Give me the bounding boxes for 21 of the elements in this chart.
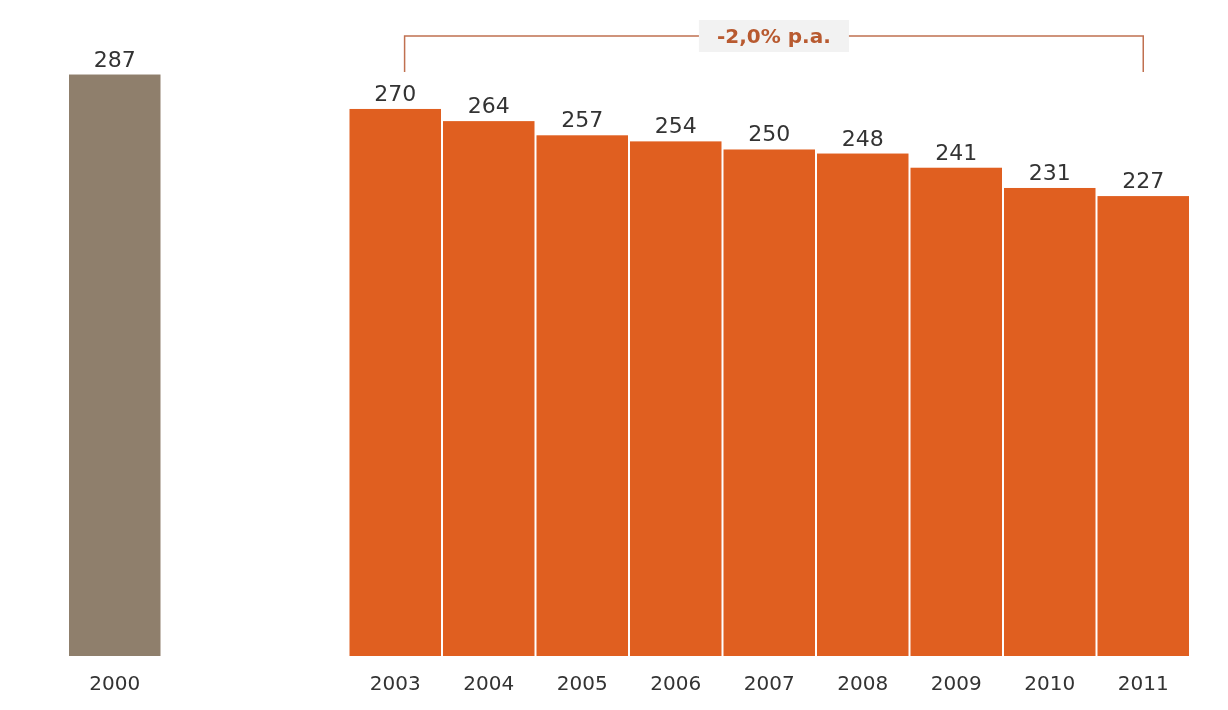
data-label: 241 (935, 139, 978, 165)
data-label: 231 (1028, 159, 1071, 185)
data-label: 287 (93, 46, 136, 72)
x-tick-label: 2006 (650, 671, 702, 695)
data-label: 227 (1122, 168, 1165, 194)
data-label: 270 (374, 80, 417, 106)
x-tick-label: 2005 (556, 671, 608, 695)
x-tick-label: 2007 (743, 671, 795, 695)
x-tick-label: 2003 (369, 671, 421, 695)
text: -2,0% p.a. (717, 24, 831, 48)
x-tick-label: 2004 (463, 671, 515, 695)
data-label: 264 (467, 93, 510, 119)
x-tick-label: 2009 (930, 671, 982, 695)
x-tick-label: 2010 (1024, 671, 1076, 695)
data-label: 257 (561, 107, 604, 133)
data-label: 254 (654, 113, 697, 139)
x-tick-label: 2000 (89, 671, 141, 695)
data-label: 250 (748, 121, 791, 147)
x-tick-label: 2011 (1117, 671, 1169, 695)
data-label: 248 (841, 125, 884, 151)
x-tick-label: 2008 (837, 671, 889, 695)
